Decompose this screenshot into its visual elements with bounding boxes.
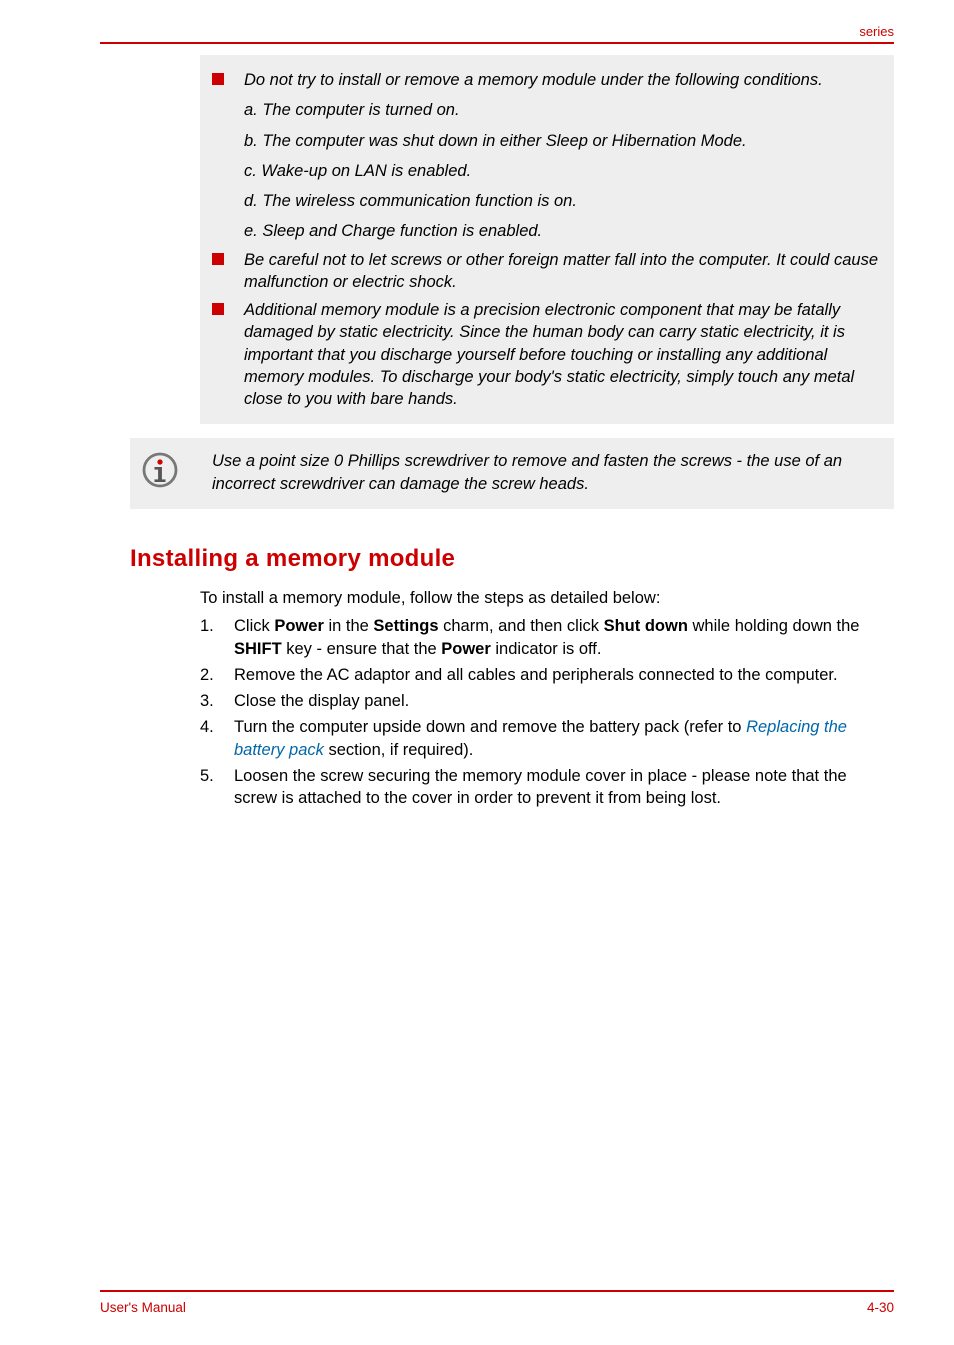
warning-subitem: a. The computer is turned on. (244, 99, 882, 121)
footer-right: 4-30 (867, 1300, 894, 1315)
warning-item: Do not try to install or remove a memory… (212, 69, 882, 91)
list-item: 4. Turn the computer upside down and rem… (200, 716, 894, 761)
list-body: Click Power in the Settings charm, and t… (234, 615, 894, 660)
text: while holding down the (688, 617, 860, 635)
warning-item: Be careful not to let screws or other fo… (212, 249, 882, 294)
section-intro: To install a memory module, follow the s… (200, 587, 894, 609)
text: section, if required). (324, 741, 473, 759)
list-body: Remove the AC adaptor and all cables and… (234, 664, 894, 686)
list-number: 1. (200, 615, 234, 660)
footer-row: User's Manual 4-30 (100, 1300, 894, 1315)
warning-subitem: d. The wireless communication function i… (244, 190, 882, 212)
warning-text: Do not try to install or remove a memory… (244, 69, 823, 91)
text: charm, and then click (439, 617, 604, 635)
bullet-square-icon (212, 73, 224, 85)
footer: User's Manual 4-30 (100, 1290, 894, 1315)
list-item: 2. Remove the AC adaptor and all cables … (200, 664, 894, 686)
info-icon (142, 452, 178, 493)
bold: Settings (373, 617, 438, 635)
list-number: 3. (200, 690, 234, 712)
numbered-list: 1. Click Power in the Settings charm, an… (200, 615, 894, 809)
bold: Shut down (604, 617, 688, 635)
text: indicator is off. (491, 640, 602, 658)
list-body: Turn the computer upside down and remove… (234, 716, 894, 761)
bottom-rule (100, 1290, 894, 1292)
content-column: Do not try to install or remove a memory… (200, 55, 894, 809)
footer-left: User's Manual (100, 1300, 186, 1315)
text: Click (234, 617, 274, 635)
bold: Power (441, 640, 491, 658)
section-heading: Installing a memory module (130, 545, 894, 573)
text: Turn the computer upside down and remove… (234, 718, 746, 736)
list-body: Loosen the screw securing the memory mod… (234, 765, 894, 810)
text: key - ensure that the (282, 640, 442, 658)
note-text: Use a point size 0 Phillips screwdriver … (212, 450, 882, 495)
list-number: 5. (200, 765, 234, 810)
header-series-label: series (859, 24, 894, 39)
bold: SHIFT (234, 640, 282, 658)
text: in the (324, 617, 374, 635)
bullet-square-icon (212, 303, 224, 315)
list-item: 1. Click Power in the Settings charm, an… (200, 615, 894, 660)
warning-subitem: b. The computer was shut down in either … (244, 130, 882, 152)
warning-text: Be careful not to let screws or other fo… (244, 249, 882, 294)
list-item: 5. Loosen the screw securing the memory … (200, 765, 894, 810)
list-number: 4. (200, 716, 234, 761)
top-rule (100, 42, 894, 44)
list-item: 3. Close the display panel. (200, 690, 894, 712)
note-box: Use a point size 0 Phillips screwdriver … (130, 438, 894, 509)
bullet-square-icon (212, 253, 224, 265)
warning-text: Additional memory module is a precision … (244, 299, 882, 410)
warning-subitem: c. Wake-up on LAN is enabled. (244, 160, 882, 182)
list-number: 2. (200, 664, 234, 686)
warning-box: Do not try to install or remove a memory… (200, 55, 894, 424)
warning-item: Additional memory module is a precision … (212, 299, 882, 410)
bold: Power (274, 617, 324, 635)
warning-subitem: e. Sleep and Charge function is enabled. (244, 220, 882, 242)
list-body: Close the display panel. (234, 690, 894, 712)
